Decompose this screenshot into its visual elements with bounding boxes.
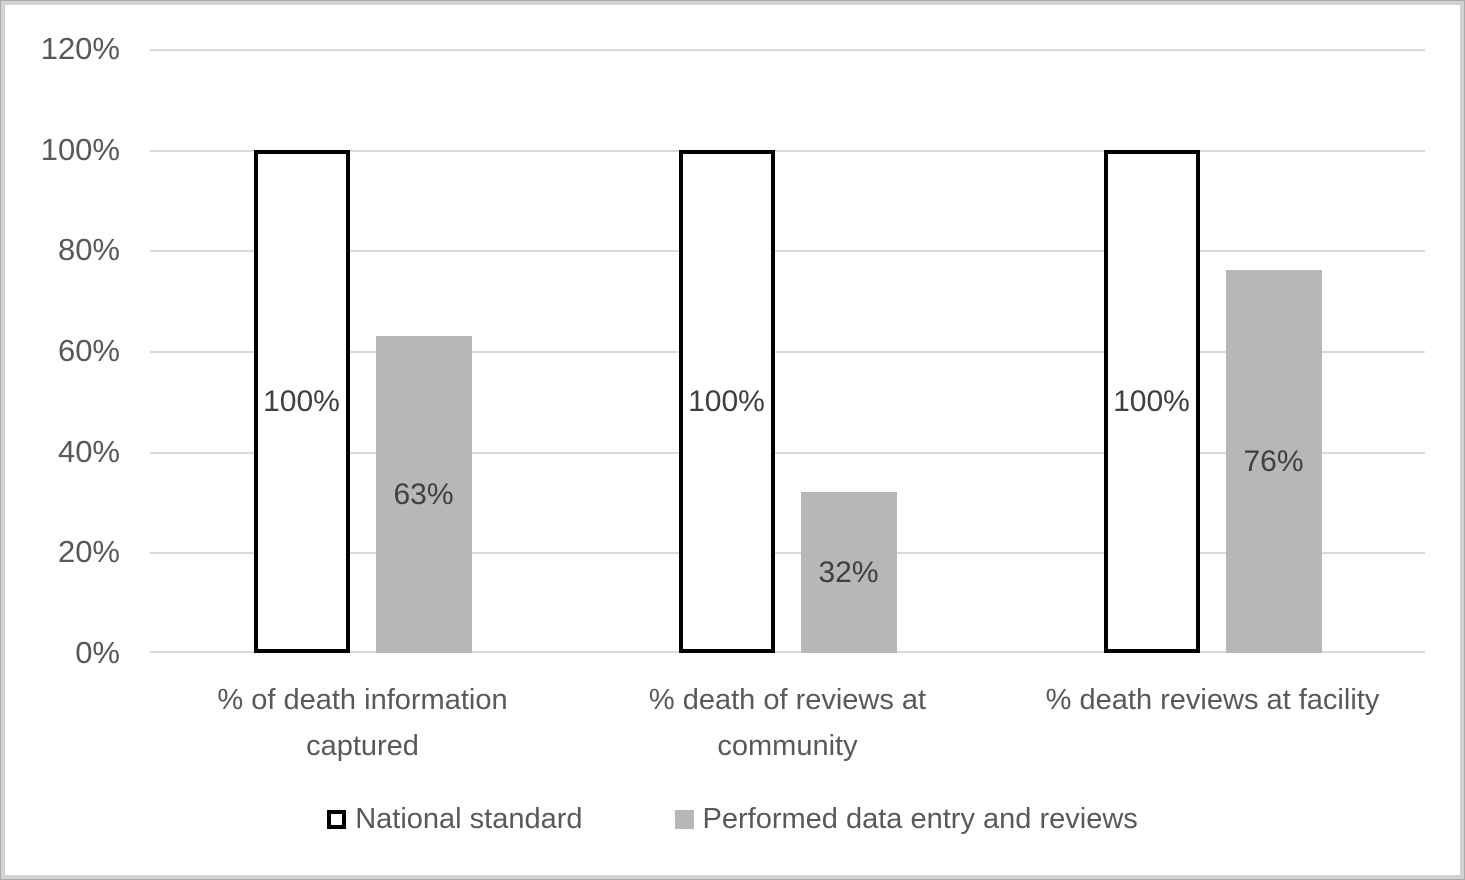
- y-tick-label: 0%: [75, 635, 120, 670]
- bar-group: 100% 63%: [150, 49, 575, 653]
- national-standard-swatch-icon: [327, 810, 347, 829]
- legend-item-performed: Performed data entry and reviews: [674, 803, 1138, 836]
- bar-data-label: 100%: [1113, 384, 1190, 418]
- bar-data-label: 100%: [688, 384, 765, 418]
- national-standard-bar: 100%: [678, 150, 775, 653]
- y-tick-label: 100%: [40, 132, 120, 167]
- performed-swatch-icon: [674, 810, 694, 829]
- x-axis-category-labels: % of death information captured % death o…: [150, 677, 1425, 769]
- plot-area: 100% 63% 100% 32% 100% 76%: [150, 49, 1425, 653]
- category-label: % death reviews at facility: [1000, 677, 1425, 769]
- y-tick-label: 60%: [57, 333, 120, 368]
- category-label: % of death information captured: [150, 677, 575, 769]
- national-standard-bar: 100%: [253, 150, 350, 653]
- legend-label-performed: Performed data entry and reviews: [702, 803, 1138, 835]
- legend: National standard Performed data entry a…: [5, 803, 1460, 836]
- national-standard-bar: 100%: [1103, 150, 1200, 653]
- performed-bar: 63%: [375, 336, 472, 653]
- bar-group: 100% 32%: [575, 49, 1000, 653]
- bar-data-label: 76%: [1243, 444, 1304, 478]
- bar-groups: 100% 63% 100% 32% 100% 76%: [150, 49, 1425, 653]
- y-tick-label: 20%: [57, 534, 120, 569]
- bar-data-label: 32%: [818, 555, 879, 589]
- bar-data-label: 63%: [393, 477, 454, 511]
- category-label-text: % death reviews at facility: [1045, 684, 1380, 716]
- legend-item-national-standard: National standard: [327, 803, 583, 836]
- bar-data-label: 100%: [263, 384, 340, 418]
- legend-label-national-standard: National standard: [355, 803, 583, 835]
- y-tick-label: 80%: [57, 232, 120, 267]
- category-label-text: % death of reviews at community: [648, 684, 927, 762]
- performed-bar: 32%: [800, 492, 897, 653]
- category-label: % death of reviews at community: [575, 677, 1000, 769]
- bar-group: 100% 76%: [1000, 49, 1425, 653]
- category-label-text: % of death information captured: [217, 684, 508, 762]
- y-tick-label: 40%: [57, 434, 120, 469]
- performed-bar: 76%: [1225, 270, 1322, 653]
- y-tick-label: 120%: [40, 31, 120, 66]
